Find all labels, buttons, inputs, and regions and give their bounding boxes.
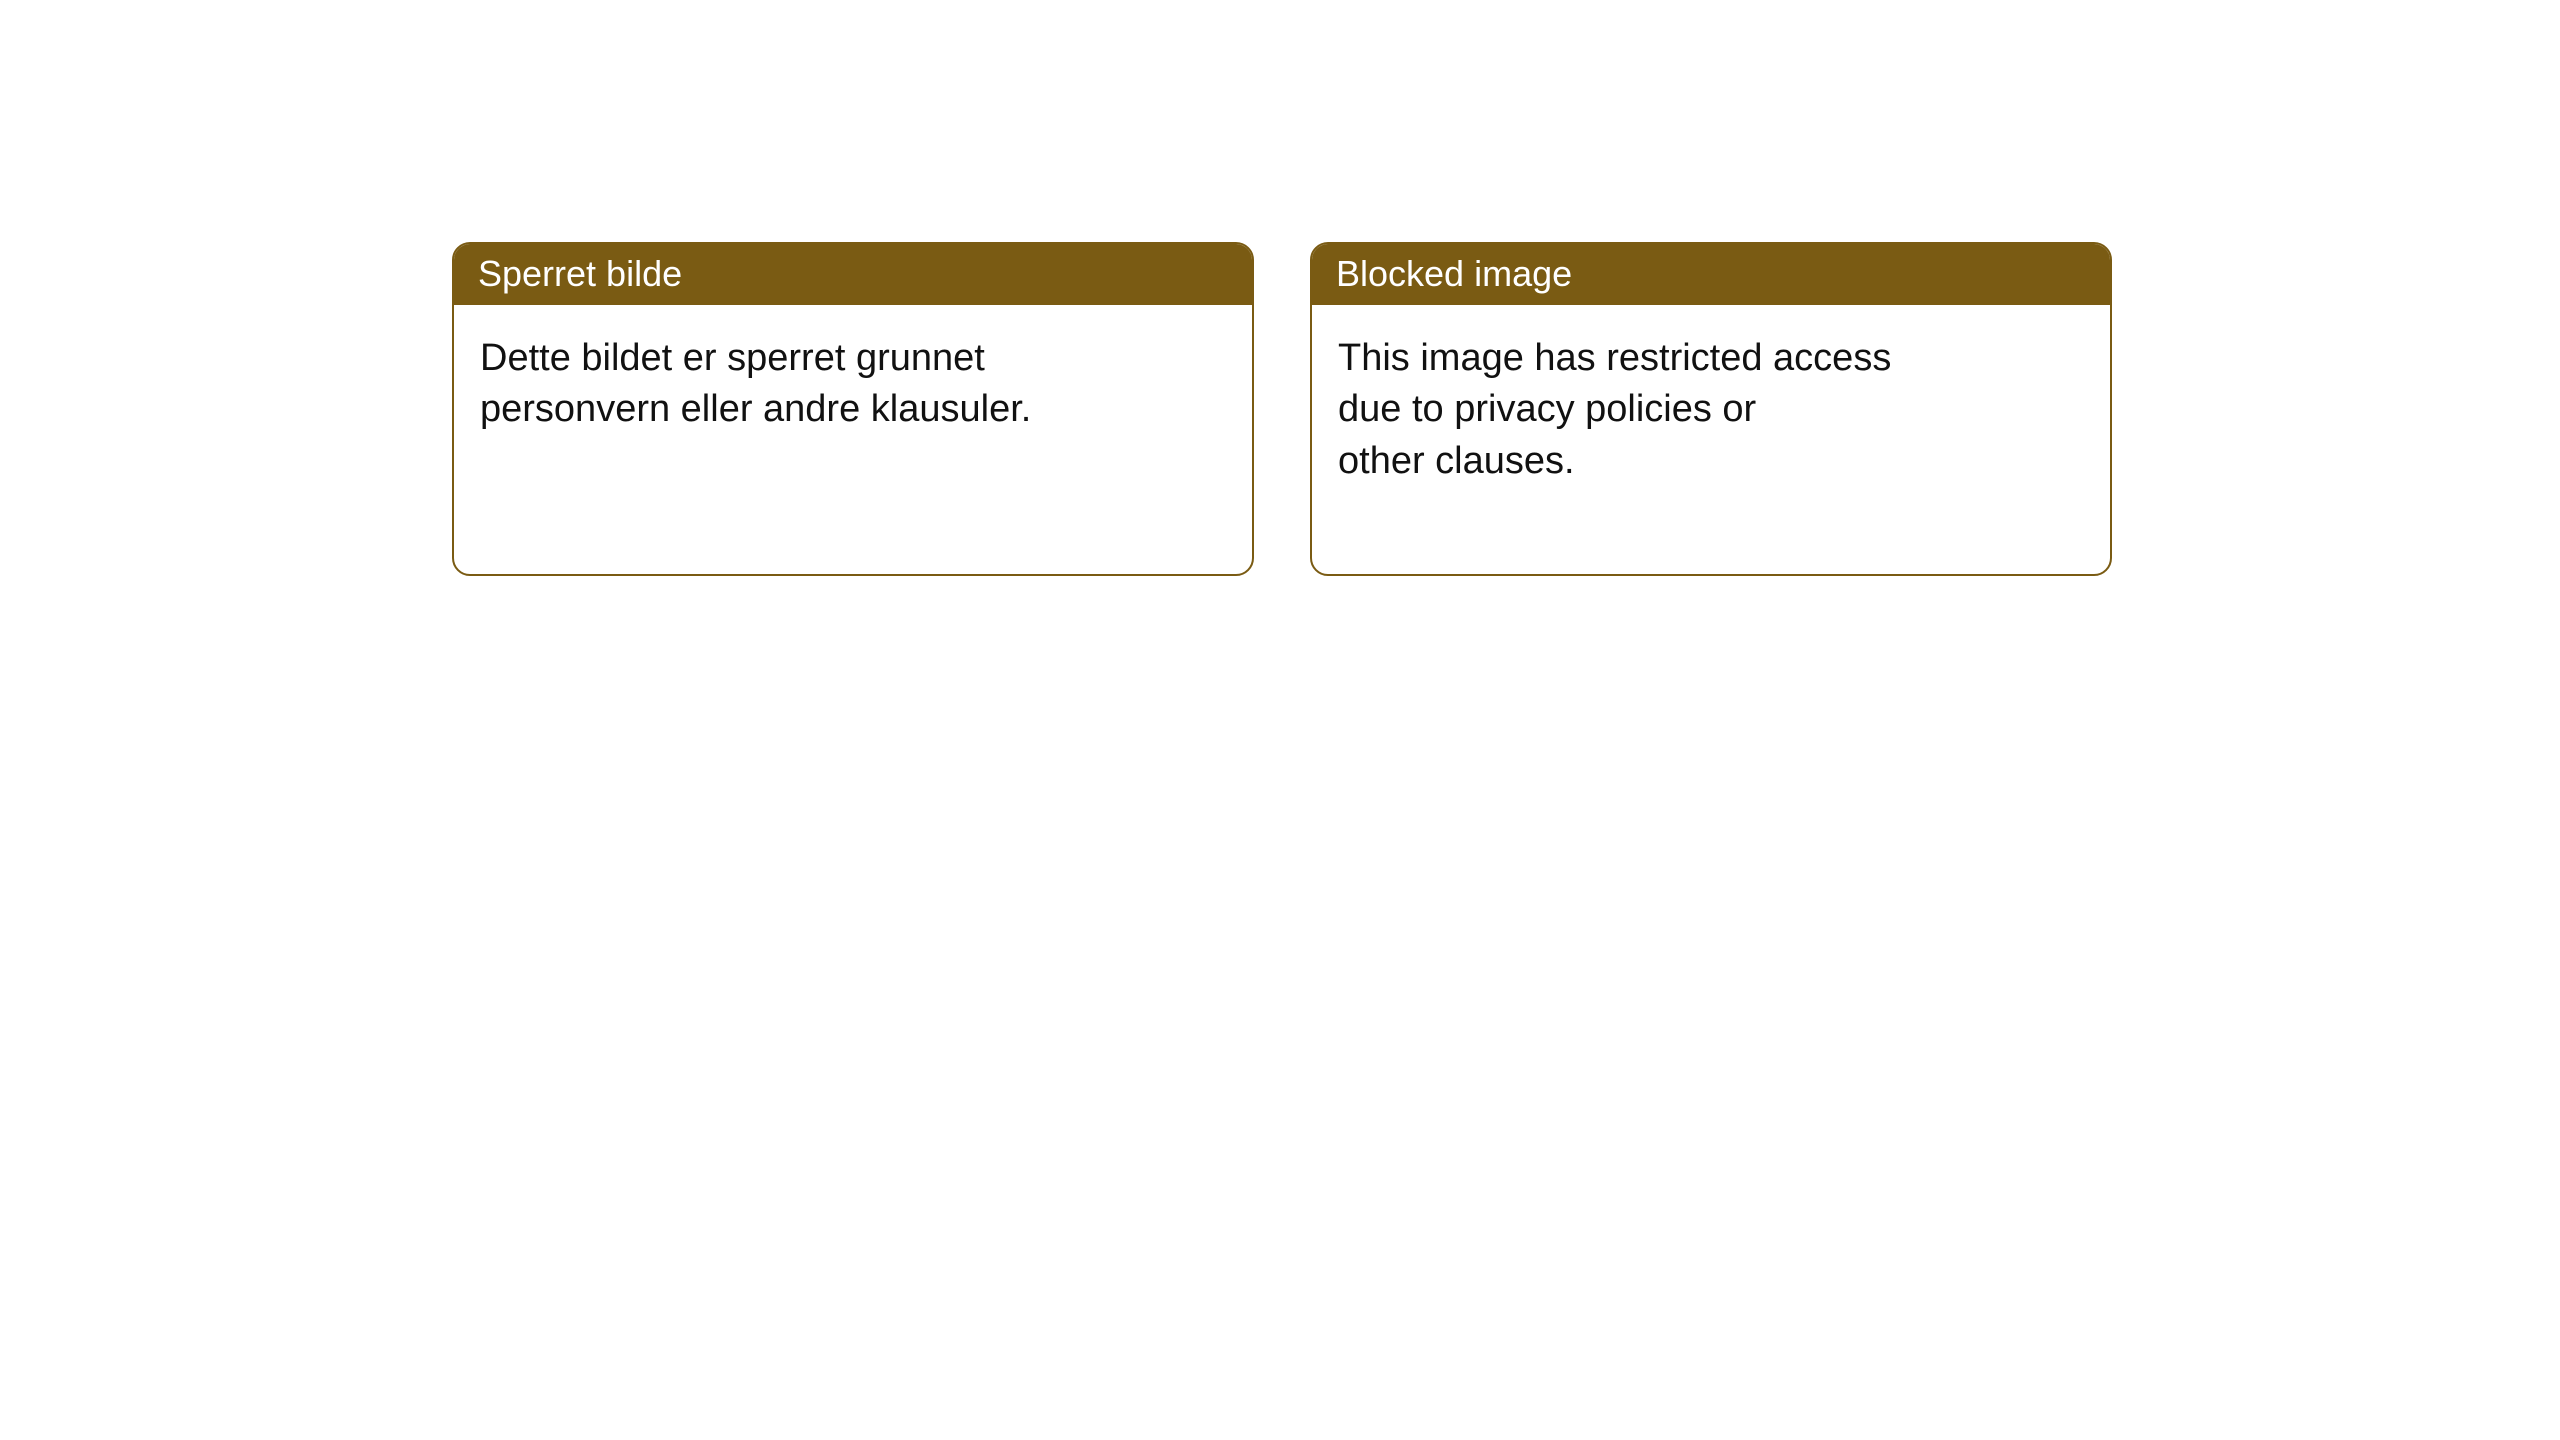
blocked-image-card-no: Sperret bilde Dette bildet er sperret gr… xyxy=(452,242,1254,576)
card-title: Blocked image xyxy=(1312,244,2110,305)
cards-container: Sperret bilde Dette bildet er sperret gr… xyxy=(452,242,2112,576)
blocked-image-card-en: Blocked image This image has restricted … xyxy=(1310,242,2112,576)
page: Sperret bilde Dette bildet er sperret gr… xyxy=(0,0,2560,1440)
card-title: Sperret bilde xyxy=(454,244,1252,305)
card-body-text: This image has restricted access due to … xyxy=(1312,305,2110,515)
card-body-text: Dette bildet er sperret grunnet personve… xyxy=(454,305,1252,464)
